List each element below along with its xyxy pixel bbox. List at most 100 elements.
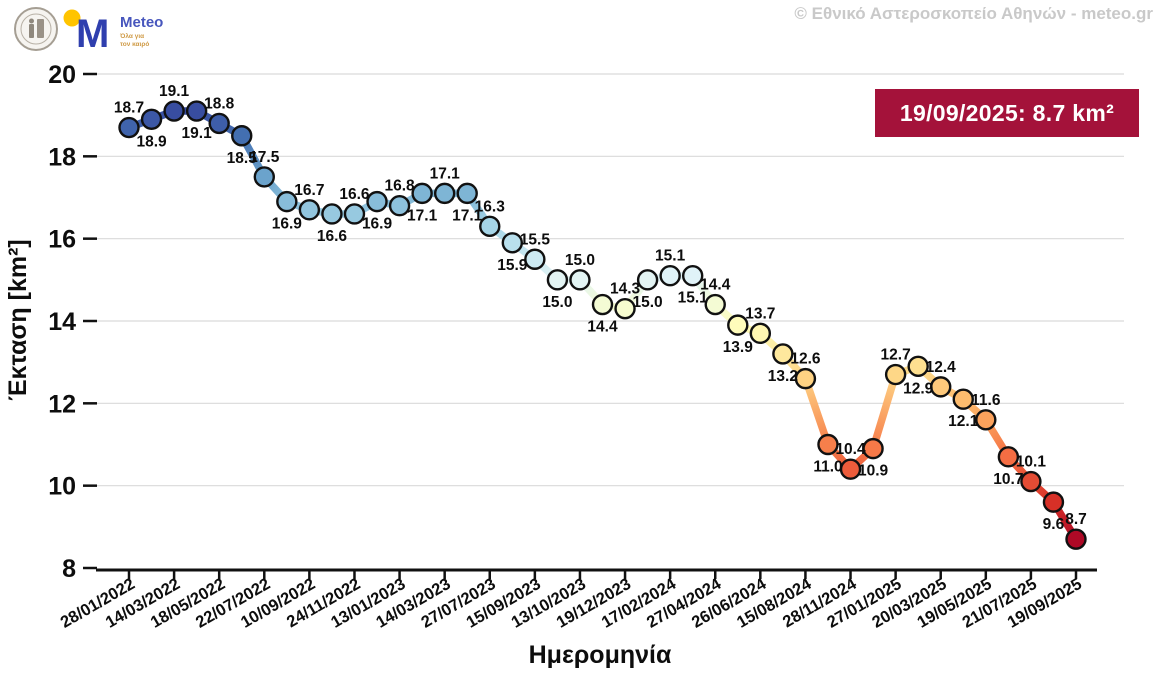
data-point bbox=[321, 203, 343, 225]
data-point bbox=[1065, 528, 1087, 550]
data-point bbox=[298, 199, 321, 221]
data-point bbox=[704, 293, 726, 316]
data-point-label: 16.6 bbox=[339, 186, 370, 203]
x-axis-title: Ημερομηνία bbox=[529, 641, 672, 669]
line-segment bbox=[801, 374, 832, 449]
data-point-label: 15.5 bbox=[520, 231, 551, 248]
data-point bbox=[479, 215, 501, 238]
data-point-label: 17.1 bbox=[407, 207, 438, 224]
data-point-label: 15.0 bbox=[542, 294, 572, 311]
data-point-label: 12.6 bbox=[790, 351, 821, 368]
data-point bbox=[614, 297, 636, 320]
data-point bbox=[456, 182, 478, 205]
y-tick-label: 14 bbox=[48, 308, 76, 336]
meteo-logo[interactable]: M Meteo Όλα για τον καιρό bbox=[58, 2, 178, 58]
data-point-label: 8.7 bbox=[1065, 511, 1087, 528]
data-point bbox=[546, 269, 569, 291]
meteo-tagline-line2: τον καιρό bbox=[120, 41, 149, 48]
data-point bbox=[839, 458, 862, 480]
data-point-label: 13.2 bbox=[768, 368, 798, 385]
meteo-tagline-line1: Όλα για bbox=[119, 32, 144, 40]
data-point bbox=[591, 293, 614, 316]
data-point-label: 11.0 bbox=[813, 459, 842, 476]
meteo-wordmark: Meteo bbox=[120, 14, 163, 31]
data-point-label: 16.9 bbox=[272, 216, 303, 233]
data-point bbox=[231, 125, 253, 147]
data-point bbox=[862, 437, 884, 460]
line-segment bbox=[869, 370, 900, 453]
data-point bbox=[163, 100, 185, 122]
data-point-label: 18.8 bbox=[204, 95, 235, 112]
data-point-label: 16.6 bbox=[317, 228, 348, 245]
data-point-label: 10.9 bbox=[858, 463, 889, 480]
data-point bbox=[772, 343, 794, 365]
data-point-label: 15.0 bbox=[565, 252, 595, 269]
data-point bbox=[208, 112, 230, 135]
data-point-label: 15.9 bbox=[497, 257, 528, 274]
data-point-label: 17.1 bbox=[452, 207, 483, 224]
data-point bbox=[411, 182, 433, 205]
data-point bbox=[907, 355, 929, 377]
data-point bbox=[659, 265, 681, 287]
data-point-label: 11.6 bbox=[971, 392, 1001, 409]
data-point bbox=[884, 363, 907, 386]
seal-figure-left bbox=[29, 24, 34, 38]
gridlines bbox=[85, 73, 1124, 487]
data-point bbox=[681, 265, 704, 287]
y-tick-label: 16 bbox=[48, 226, 76, 254]
data-point bbox=[253, 166, 275, 188]
data-point bbox=[930, 376, 952, 398]
data-point-label: 12.4 bbox=[926, 359, 957, 376]
data-point bbox=[997, 446, 1020, 468]
y-tick-label: 18 bbox=[48, 143, 76, 171]
data-point bbox=[433, 182, 456, 205]
y-tick-label: 8 bbox=[62, 555, 76, 583]
data-point bbox=[388, 195, 411, 217]
data-point-label: 16.3 bbox=[475, 198, 506, 215]
data-point-label: 14.4 bbox=[587, 319, 618, 336]
data-point bbox=[1042, 491, 1065, 513]
axes bbox=[83, 72, 1097, 579]
data-point-label: 18.7 bbox=[114, 100, 144, 117]
data-points bbox=[118, 100, 1087, 550]
data-point bbox=[952, 388, 974, 410]
data-point-label: 17.1 bbox=[430, 165, 461, 182]
data-point-label: 19.1 bbox=[182, 125, 213, 142]
data-point-label: 19.1 bbox=[159, 83, 190, 100]
data-point bbox=[569, 269, 591, 291]
data-point-label: 13.7 bbox=[745, 305, 775, 322]
y-tick-label: 20 bbox=[48, 61, 76, 89]
meteo-dot-icon bbox=[63, 9, 81, 27]
data-point-label: 16.7 bbox=[294, 182, 324, 199]
data-point bbox=[185, 100, 208, 122]
data-point bbox=[794, 367, 817, 390]
y-axis-title: Έκταση [km²] bbox=[4, 239, 32, 401]
data-point-label: 12.7 bbox=[881, 347, 911, 364]
data-point bbox=[727, 314, 749, 336]
data-point bbox=[276, 190, 298, 213]
data-point bbox=[636, 269, 659, 291]
meteo-m-icon: M bbox=[76, 12, 109, 56]
y-tick-label: 10 bbox=[48, 473, 76, 501]
data-point-label: 15.0 bbox=[633, 294, 663, 311]
data-point-label: 12.1 bbox=[948, 413, 979, 430]
data-point-label: 9.6 bbox=[1043, 516, 1065, 533]
data-point-label: 12.9 bbox=[903, 380, 934, 397]
data-point-label: 13.9 bbox=[723, 339, 754, 356]
data-point-label: 17.5 bbox=[249, 149, 280, 166]
data-point-label: 14.4 bbox=[700, 277, 731, 294]
data-point-label: 14.3 bbox=[610, 281, 641, 298]
data-point-label: 18.9 bbox=[136, 133, 167, 150]
data-point bbox=[749, 322, 772, 345]
seal-figure-head bbox=[29, 18, 34, 24]
data-point-label: 10.7 bbox=[993, 471, 1023, 488]
data-point bbox=[140, 108, 163, 130]
data-point-label: 16.8 bbox=[384, 178, 415, 195]
data-point bbox=[366, 190, 388, 213]
data-point-label: 15.1 bbox=[655, 248, 686, 265]
data-point bbox=[975, 409, 997, 431]
copyright-text[interactable]: © Εθνικό Αστεροσκοπείο Αθηνών - meteo.gr bbox=[794, 4, 1153, 23]
data-point-label: 16.9 bbox=[362, 216, 393, 233]
data-point-label: 10.4 bbox=[835, 441, 866, 458]
data-point bbox=[501, 232, 524, 254]
